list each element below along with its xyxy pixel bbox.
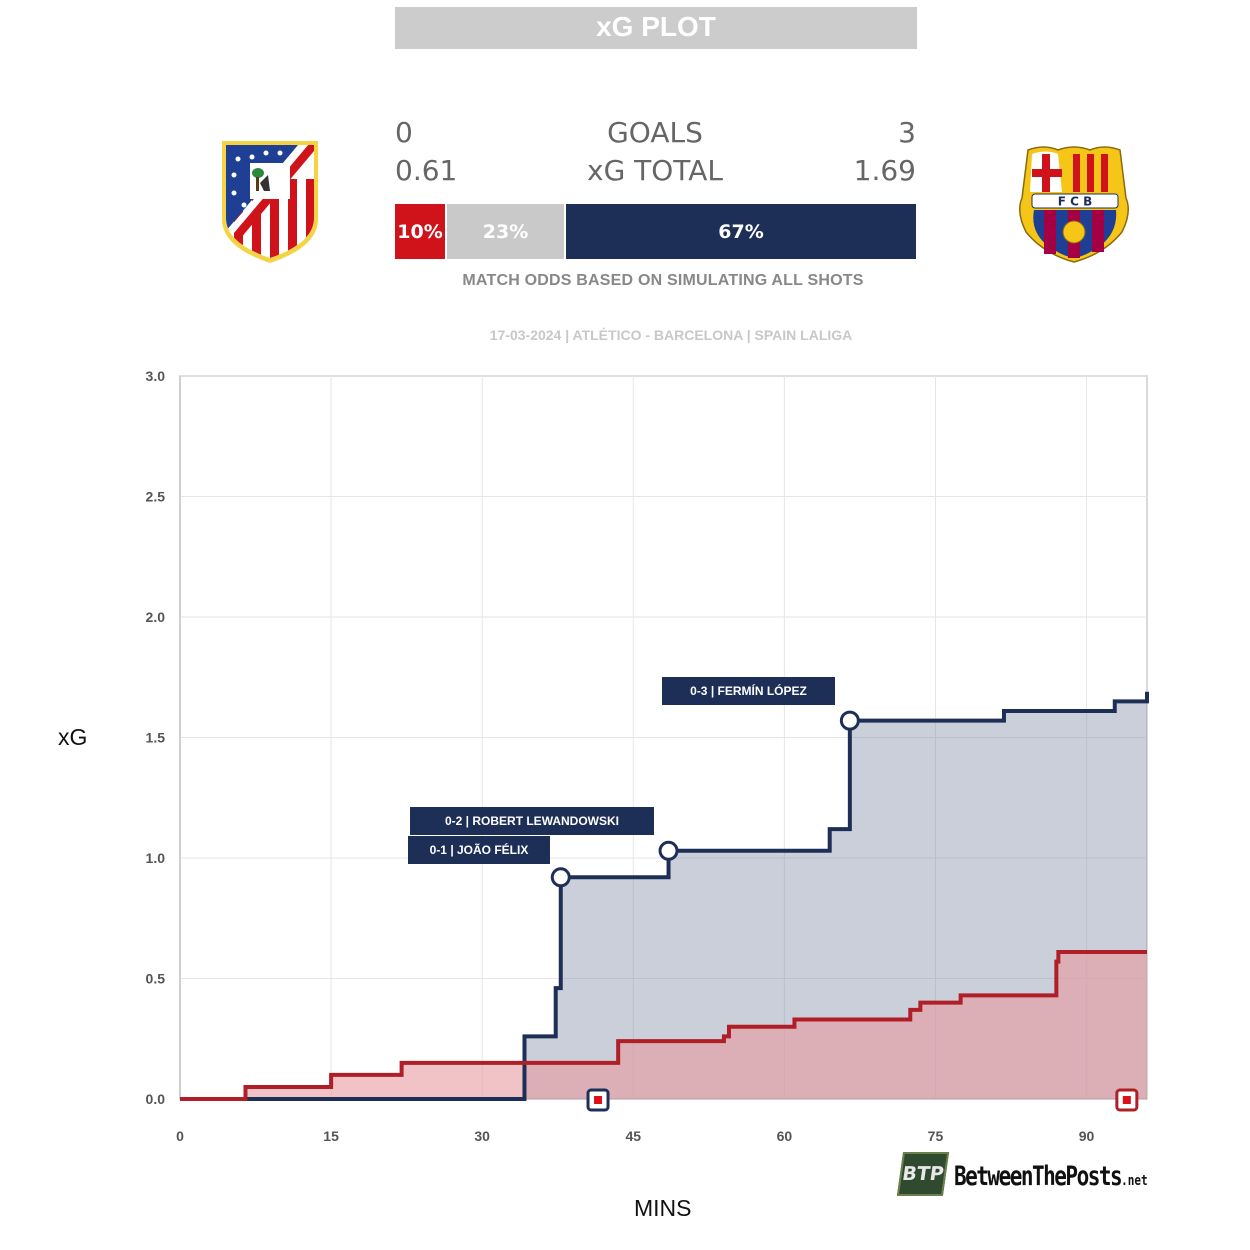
home-xg-total: 0.61 bbox=[395, 154, 458, 187]
y-tick-label: 2.5 bbox=[146, 489, 166, 505]
fc-barcelona-crest-icon: F C B bbox=[1019, 146, 1129, 263]
match-info: 17-03-2024 | ATLÉTICO - BARCELONA | SPAI… bbox=[489, 327, 853, 343]
event-marker-dot bbox=[1122, 1096, 1131, 1104]
xg-total-label: xG TOTAL bbox=[587, 154, 723, 187]
chart-title: xG PLOT bbox=[395, 7, 917, 49]
series-area-away bbox=[180, 691, 1147, 1099]
event-marker-dot bbox=[594, 1096, 603, 1104]
x-tick-label: 15 bbox=[323, 1128, 339, 1144]
logo-name: BetweenThePosts bbox=[954, 1161, 1123, 1191]
away-goals: 3 bbox=[898, 116, 916, 149]
x-tick-label: 75 bbox=[928, 1128, 944, 1144]
y-tick-label: 3.0 bbox=[146, 368, 166, 384]
away-xg-total: 1.69 bbox=[853, 154, 916, 187]
odds-note: MATCH ODDS BASED ON SIMULATING ALL SHOTS bbox=[462, 272, 864, 289]
home-win-odds: 10% bbox=[395, 204, 445, 259]
y-tick-label: 2.0 bbox=[146, 609, 166, 625]
x-axis-title: MINS bbox=[634, 1195, 692, 1221]
logo-suffix: .net bbox=[1121, 1172, 1148, 1189]
goal-marker bbox=[839, 710, 860, 731]
x-tick-label: 0 bbox=[176, 1128, 184, 1144]
atletico-madrid-crest-icon bbox=[222, 141, 318, 263]
logo-text: BetweenThePosts.net bbox=[954, 1161, 1148, 1191]
y-tick-label: 1.5 bbox=[146, 730, 166, 746]
goal-annotation-label: 0-1 | JOÃO FÉLIX bbox=[430, 842, 529, 857]
goal-annotation-label: 0-2 | ROBERT LEWANDOWSKI bbox=[445, 814, 619, 828]
series-area-home bbox=[180, 951, 1147, 1099]
x-tick-label: 30 bbox=[474, 1128, 490, 1144]
series-line-away bbox=[180, 691, 1149, 1101]
goal-marker bbox=[658, 840, 679, 861]
y-tick-label: 1.0 bbox=[146, 850, 166, 866]
svg-text:F C B: F C B bbox=[1058, 195, 1093, 209]
x-tick-label: 60 bbox=[777, 1128, 793, 1144]
y-tick-label: 0.5 bbox=[146, 971, 166, 987]
away-win-odds: 67% bbox=[566, 204, 916, 259]
y-tick-label: 0.0 bbox=[146, 1091, 166, 1107]
x-tick-label: 90 bbox=[1079, 1128, 1095, 1144]
goal-annotation-box bbox=[662, 677, 835, 705]
home-goals: 0 bbox=[395, 116, 413, 149]
goals-label: GOALS bbox=[607, 116, 703, 149]
series-line-home bbox=[180, 949, 1147, 1101]
goal-marker bbox=[550, 867, 571, 888]
goal-annotation-box bbox=[408, 836, 550, 864]
goal-annotation-box bbox=[410, 807, 654, 835]
betweentheposts-logo: BTP BetweenThePosts.net bbox=[896, 1150, 1150, 1200]
goal-annotation-label: 0-3 | FERMÍN LÓPEZ bbox=[690, 683, 807, 698]
draw-odds: 23% bbox=[447, 204, 564, 259]
btp-badge-icon: BTP bbox=[896, 1152, 950, 1196]
x-tick-label: 45 bbox=[625, 1128, 641, 1144]
y-axis-title: xG bbox=[58, 724, 88, 750]
